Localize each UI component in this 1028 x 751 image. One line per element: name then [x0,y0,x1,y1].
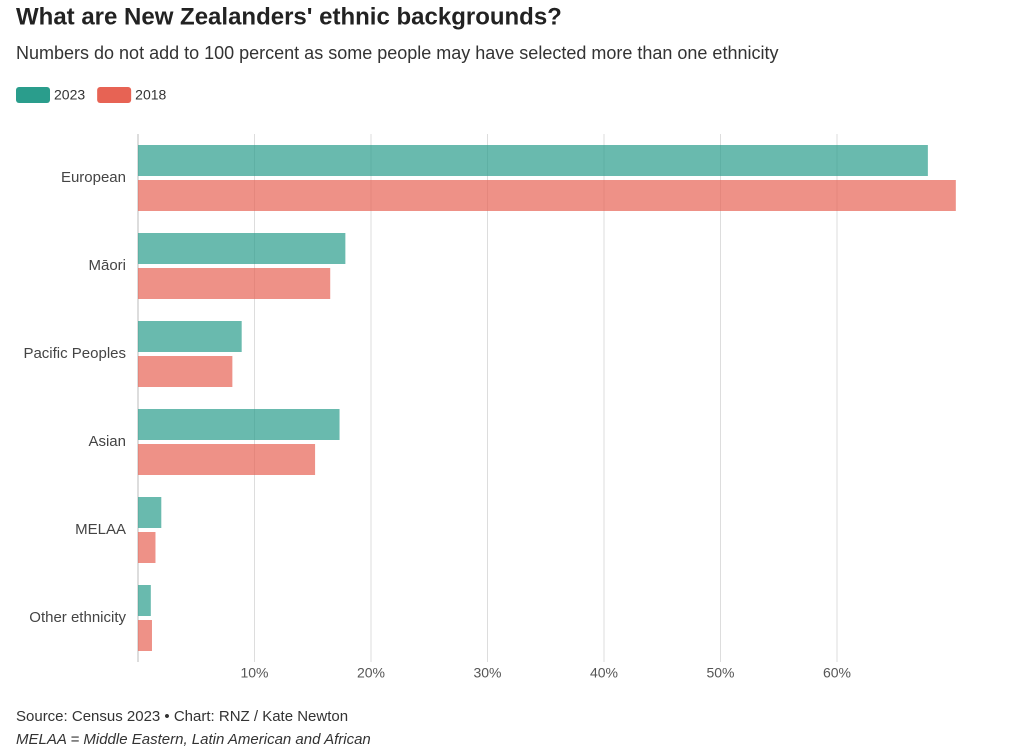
bar [138,532,156,563]
bar [138,356,233,387]
x-tick-label: 10% [240,665,268,681]
note: MELAA = Middle Eastern, Latin American a… [16,731,371,748]
bar [138,233,346,264]
y-tick-label: Asian [88,433,126,450]
x-tick-label: 20% [357,665,385,681]
legend-label: 2018 [135,87,166,103]
bar [138,444,316,475]
bar [138,497,162,528]
x-tick-label: 60% [823,665,851,681]
y-tick-label: Other ethnicity [29,609,126,626]
bar [138,145,928,176]
chart-title: What are New Zealanders' ethnic backgrou… [16,3,562,30]
y-tick-label: MELAA [75,521,126,538]
bar [138,321,242,352]
bar [138,620,152,651]
x-tick-label: 30% [473,665,501,681]
bar [138,180,956,211]
y-tick-label: Māori [88,257,126,274]
bar [138,409,340,440]
x-tick-label: 40% [590,665,618,681]
chart-subtitle: Numbers do not add to 100 percent as som… [16,43,778,63]
y-tick-label: Pacific Peoples [23,345,126,362]
y-tick-label: European [61,169,126,186]
bar [138,585,151,616]
legend-swatch [97,87,132,103]
legend-swatch [16,87,50,103]
x-tick-label: 50% [706,665,734,681]
bar [138,268,331,299]
legend-label: 2023 [54,87,85,103]
source: Source: Census 2023 • Chart: RNZ / Kate … [16,708,348,725]
